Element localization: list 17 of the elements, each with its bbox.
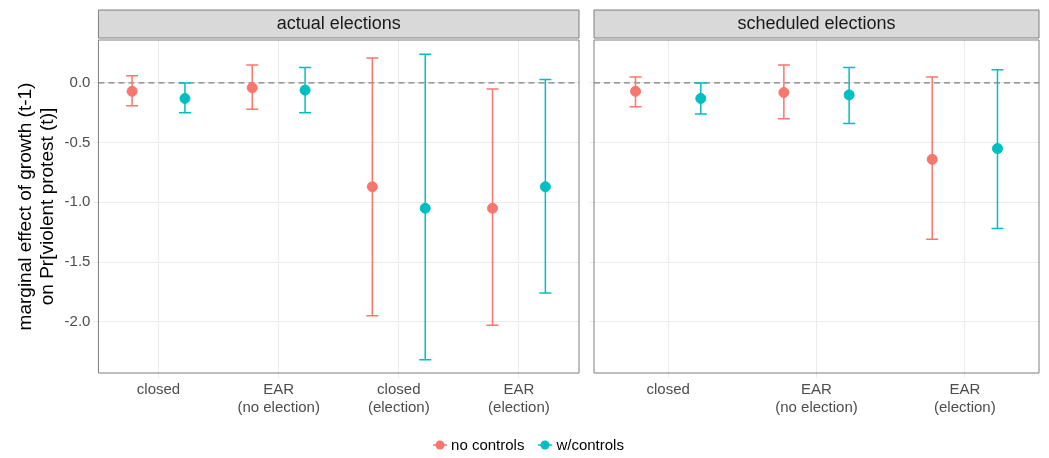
x-tick-label: EAR (election) (933, 380, 996, 416)
x-tick-label: closed (136, 380, 181, 398)
x-tick-label: EAR (no election) (237, 380, 320, 416)
x-tick-label: EAR (election) (488, 380, 550, 416)
y-tick-label: -1.5 (64, 252, 91, 270)
x-tick-label: closed (646, 380, 690, 398)
chart-title: actual elections (276, 12, 401, 33)
legend-label: no controls (451, 436, 525, 453)
y-tick-label: -2.0 (64, 311, 91, 329)
y-tick-label: -0.5 (64, 132, 91, 150)
y-tick-label: -1.0 (64, 192, 91, 210)
x-tick-label: closed (election) (367, 380, 430, 416)
y-axis-title: marginal effect of growth (t-1) on Pr[violent protest (t)] (13, 82, 58, 331)
chart-title: scheduled elections (737, 12, 896, 33)
y-tick-label: 0.0 (69, 73, 91, 91)
legend-label: w/controls (556, 436, 624, 453)
x-tick-label: EAR (no election) (775, 380, 858, 416)
